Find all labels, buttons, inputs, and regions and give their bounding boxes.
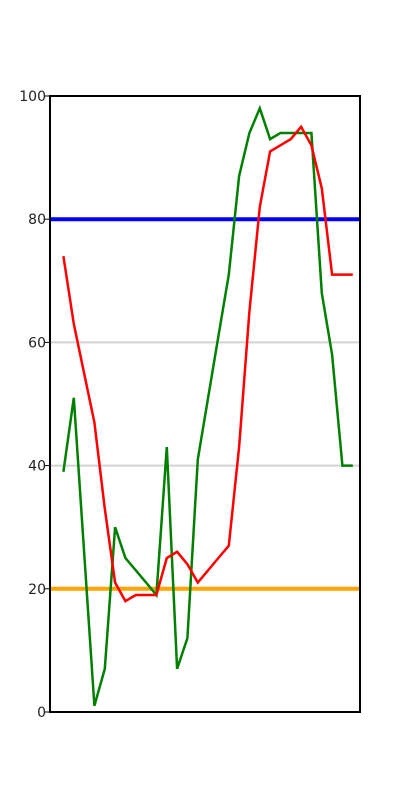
y-tick-label-80: 80	[28, 212, 46, 228]
y-tick-label-20: 20	[28, 582, 46, 598]
series-line-1	[62, 104, 353, 707]
plot-background	[50, 96, 360, 712]
y-tick-label-100: 100	[19, 89, 46, 105]
plot-frame	[49, 95, 361, 713]
y-axis: 0 20 40 60 80 100	[19, 89, 50, 721]
y-tick-label-0: 0	[37, 705, 46, 721]
y-tick-label-60: 60	[28, 335, 46, 351]
series-line-2	[62, 124, 353, 603]
y-tick-label-40: 40	[28, 459, 46, 475]
series-lines	[62, 104, 353, 707]
reference-lines	[50, 217, 360, 591]
